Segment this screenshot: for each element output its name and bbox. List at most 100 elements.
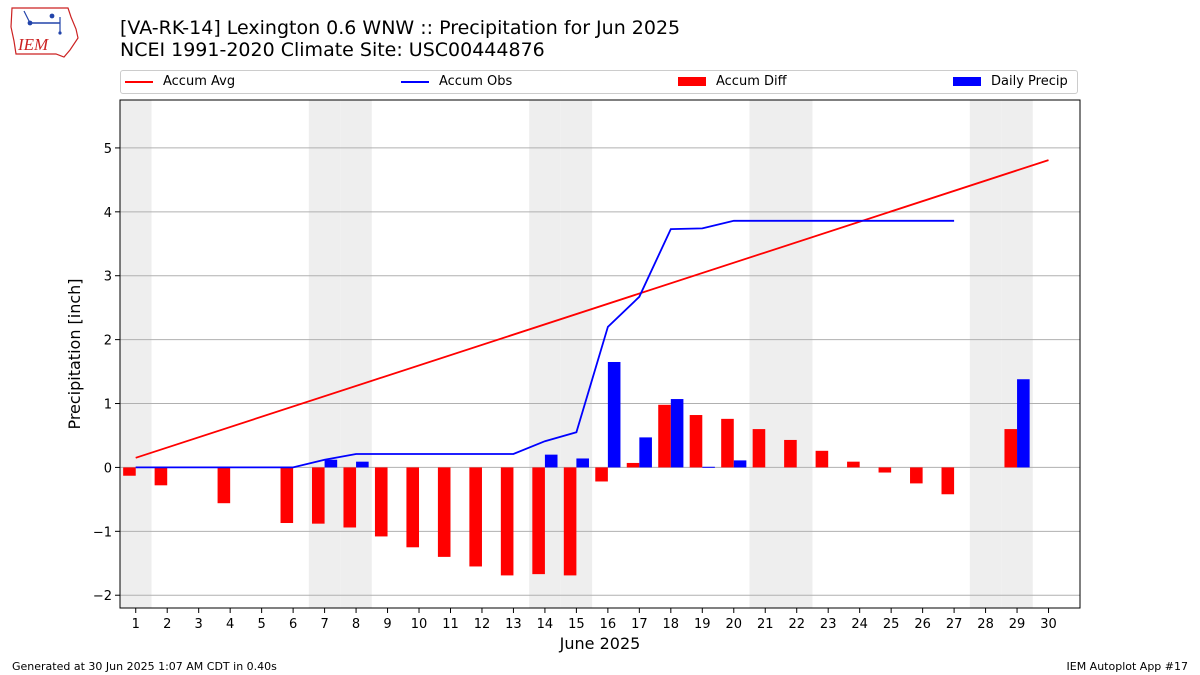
accum-diff-bar	[941, 467, 955, 495]
daily-precip-bar	[356, 461, 369, 468]
accum-diff-bar	[847, 461, 860, 468]
daily-precip-bar	[324, 459, 338, 468]
iem-logo-text: IEM	[17, 35, 49, 54]
x-tick-label: 7	[320, 617, 328, 632]
accum-diff-bar	[343, 467, 357, 528]
accum-diff-bar	[689, 415, 703, 468]
daily-precip-bar	[544, 454, 558, 468]
legend-item-daily-precip: Daily Precip	[953, 74, 1068, 89]
y-tick-label: −2	[93, 589, 112, 604]
accum-diff-bar	[217, 467, 231, 504]
x-tick-label: 27	[946, 617, 963, 632]
accum-diff-bar	[280, 467, 294, 524]
x-tick-label: 19	[694, 617, 711, 632]
x-tick-label: 29	[1009, 617, 1026, 632]
x-tick-label: 11	[442, 617, 459, 632]
x-tick-label: 13	[505, 617, 522, 632]
autoplot-footer: IEM Autoplot App #17	[1066, 660, 1189, 673]
weekend-shade	[749, 100, 781, 608]
accum-diff-bar	[910, 467, 923, 484]
y-tick-label: 5	[104, 142, 112, 157]
x-tick-label: 3	[195, 617, 203, 632]
x-tick-label: 25	[883, 617, 900, 632]
x-tick-label: 24	[851, 617, 868, 632]
x-tick-label: 1	[132, 617, 140, 632]
daily-precip-bar	[607, 361, 621, 468]
x-tick-label: 8	[352, 617, 360, 632]
accum-diff-bar	[595, 467, 608, 482]
y-tick-label: −1	[93, 525, 112, 540]
weekend-shade	[780, 100, 813, 608]
x-tick-label: 30	[1040, 617, 1057, 632]
legend-swatch-daily-precip	[953, 77, 981, 86]
accum-diff-bar	[500, 467, 514, 576]
y-tick-label: 0	[104, 461, 112, 476]
x-tick-label: 5	[257, 617, 265, 632]
daily-precip-bar	[1017, 379, 1030, 468]
y-tick-label: 4	[104, 206, 112, 221]
x-tick-label: 9	[383, 617, 391, 632]
daily-precip-bar	[733, 460, 747, 468]
legend-label-accum-obs: Accum Obs	[439, 74, 513, 89]
accum-diff-bar	[437, 467, 451, 557]
weekend-shade	[120, 100, 152, 608]
daily-precip-bar	[702, 466, 715, 468]
accum-diff-bar	[469, 467, 482, 567]
chart-subtitle: NCEI 1991-2020 Climate Site: USC00444876	[120, 39, 545, 61]
accum-diff-bar	[752, 429, 766, 468]
y-tick-label: 3	[104, 270, 112, 285]
accum-diff-bar	[1004, 429, 1018, 468]
chart-legend: Accum Avg Accum Obs Accum Diff Daily Pre…	[120, 70, 1078, 94]
x-tick-label: 28	[977, 617, 994, 632]
accum-diff-bar	[721, 418, 734, 468]
x-tick-label: 20	[725, 617, 742, 632]
x-tick-label: 26	[914, 617, 931, 632]
legend-item-accum-diff: Accum Diff	[678, 74, 787, 89]
x-tick-label: 14	[537, 617, 554, 632]
x-tick-label: 4	[226, 617, 234, 632]
weekend-shade	[1001, 100, 1033, 608]
daily-precip-bar	[576, 458, 589, 468]
accum-diff-bar	[815, 450, 829, 468]
x-tick-label: 23	[820, 617, 837, 632]
legend-swatch-accum-obs	[401, 80, 429, 83]
accum-diff-bar	[374, 467, 388, 537]
accum-diff-bar	[878, 467, 892, 473]
x-tick-label: 15	[568, 617, 585, 632]
plot-frame	[119, 99, 1081, 609]
legend-label-daily-precip: Daily Precip	[991, 74, 1068, 89]
accum-diff-bar	[626, 462, 640, 468]
daily-precip-bar	[639, 437, 652, 468]
chart-title: [VA-RK-14] Lexington 0.6 WNW :: Precipit…	[120, 17, 681, 39]
y-axis-label: Precipitation [inch]	[65, 278, 84, 429]
x-tick-label: 16	[600, 617, 617, 632]
legend-swatch-accum-avg	[125, 80, 153, 83]
accum-diff-bar	[563, 467, 577, 576]
accum-diff-bar	[123, 467, 136, 476]
accum-diff-bar	[154, 467, 168, 486]
x-tick-label: 12	[474, 617, 491, 632]
accum-diff-bar	[312, 467, 325, 524]
x-tick-label: 10	[411, 617, 428, 632]
x-tick-label: 17	[631, 617, 648, 632]
legend-label-accum-avg: Accum Avg	[163, 74, 236, 89]
y-tick-label: 1	[104, 398, 112, 413]
legend-label-accum-diff: Accum Diff	[716, 74, 787, 89]
accum-diff-bar	[784, 439, 797, 468]
accum-diff-bar	[406, 467, 420, 548]
x-tick-label: 6	[289, 617, 297, 632]
x-tick-label: 18	[663, 617, 680, 632]
legend-item-accum-obs: Accum Obs	[401, 74, 512, 89]
accum-obs-line	[135, 219, 955, 469]
accum-diff-bar	[658, 404, 671, 468]
x-tick-label: 22	[788, 617, 805, 632]
generated-footer: Generated at 30 Jun 2025 1:07 AM CDT in …	[12, 660, 277, 673]
legend-swatch-accum-diff	[678, 77, 706, 86]
legend-item-accum-avg: Accum Avg	[125, 74, 235, 89]
iem-logo: IEM	[10, 7, 79, 58]
x-axis-label: June 2025	[559, 634, 641, 653]
x-tick-label: 21	[757, 617, 774, 632]
y-tick-label: 2	[104, 334, 112, 349]
daily-precip-bar	[670, 399, 684, 468]
